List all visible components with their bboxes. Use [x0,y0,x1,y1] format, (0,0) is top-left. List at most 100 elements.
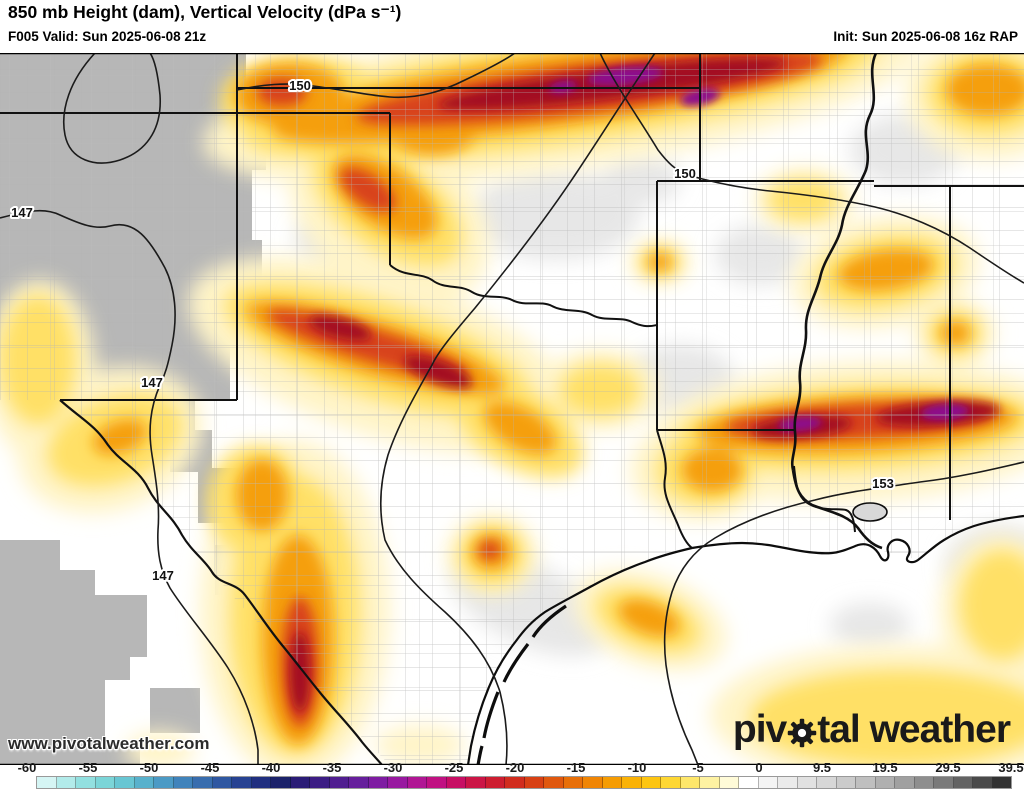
colorbar-cell [739,777,759,788]
colorbar-cells [36,776,1012,789]
colorbar-cell [232,777,252,788]
colorbar-cell [524,777,544,788]
colorbar-cell [992,777,1011,788]
colorbar-tick-label: -25 [444,760,464,775]
colorbar-cell [446,777,466,788]
watermark-url: www.pivotalweather.com [8,734,210,753]
contour-label: 150 [674,166,696,181]
colorbar-cell [797,777,817,788]
contour-label-group: 150 147 150 147 153 147 [9,76,896,585]
colorbar-cell [329,777,349,788]
colorbar-tick-label: -20 [505,760,525,775]
contour-label: 153 [872,476,894,491]
colorbar-cell [953,777,973,788]
colorbar-cell [251,777,271,788]
colorbar-tick-label: -60 [17,760,37,775]
contour-153 [663,461,1024,765]
colorbar-cell [290,777,310,788]
colorbar-cell [349,777,369,788]
contour-150-east [599,53,1024,284]
colorbar-cell [700,777,720,788]
colorbar-cell [193,777,213,788]
contour-label: 147 [141,375,163,390]
colorbar-cell [271,777,291,788]
contour-label: 150 [289,78,311,93]
colorbar-cell [485,777,505,788]
gear-icon [787,718,817,748]
init-time-label: Init: Sun 2025-06-08 16z RAP [833,29,1018,44]
mississippi-river [791,53,883,550]
colorbar-cell [719,777,739,788]
colorbar-cell [388,777,408,788]
logo-text-suffix: tal weather [817,708,1011,751]
lake-pontchartrain [852,502,888,522]
weather-map-canvas: 150 147 150 147 153 147 [0,53,1024,765]
colorbar-cell [622,777,642,788]
rio-grande-border [59,399,383,765]
colorbar-cell [173,777,193,788]
contour-147-loop [63,53,161,164]
colorbar-cell [661,777,681,788]
colorbar-cell [115,777,135,788]
colorbar-cell [544,777,564,788]
colorbar-tick-label: -30 [383,760,403,775]
colorbar-tick-label: 9.5 [812,760,832,775]
colorbar-tick-label: -55 [78,760,98,775]
logo-text-prefix: piv [732,708,787,751]
colorbar-cell [563,777,583,788]
colorbar-tick-label: 19.5 [872,760,898,775]
colorbar-cell [973,777,993,788]
contour-147-main [0,209,259,765]
colorbar-cell [368,777,388,788]
colorbar-cell [836,777,856,788]
contour-label: 147 [11,205,33,220]
colorbar-cell [37,777,57,788]
colorbar-cell [817,777,837,788]
height-contours [0,53,1024,765]
colorbar-cell [466,777,486,788]
colorbar-cell [134,777,154,788]
colorbar-cell [427,777,447,788]
contour-label: 147 [152,568,174,583]
colorbar-tick-label: -35 [322,760,342,775]
colorbar-cell [914,777,934,788]
colorbar-tick-label: -50 [139,760,159,775]
sabine-border [656,429,693,549]
colorbar-tick-label: -15 [566,760,586,775]
colorbar-cell [680,777,700,788]
colorbar-cell [56,777,76,788]
colorbar-cell [934,777,954,788]
colorbar-cell [212,777,232,788]
colorbar-tick-label: 29.5 [935,760,961,775]
colorbar-tick-label: -5 [692,760,704,775]
colorbar-cell [641,777,661,788]
colorbar-cell [407,777,427,788]
colorbar-cell [856,777,876,788]
page-title: 850 mb Height (dam), Vertical Velocity (… [8,2,402,22]
colorbar-cell [95,777,115,788]
valid-time-label: F005 Valid: Sun 2025-06-08 21z [8,29,207,44]
weather-map: 150 147 150 147 153 147 [0,53,1024,765]
colorbar-tick-label: 0 [755,760,763,775]
colorbar-cell [154,777,174,788]
colorbar-cell [602,777,622,788]
colorbar-cell [76,777,96,788]
colorbar-cell [505,777,525,788]
contour-150-central [379,53,656,765]
red-river-border [389,264,658,328]
colorbar-tick-labels: -60 -55 -50 -45 -40 -35 -30 -25 -20 -15 -10 -5 0 9.5 1… [0,760,1024,775]
colorbar-tick-label: -45 [200,760,220,775]
state-borders [0,53,1024,549]
coastline [466,502,1024,765]
colorbar-cell [778,777,798,788]
colorbar-cell [583,777,603,788]
colorbar-tick-label: -10 [627,760,647,775]
colorbar-cell [310,777,330,788]
colorbar-cell [875,777,895,788]
colorbar-tick-label: -40 [261,760,281,775]
pivotalweather-logo: piv tal weather [732,708,1011,752]
colorbar-cell [758,777,778,788]
colorbar-tick-label: 39.5 [998,760,1024,775]
contour-150-west [236,53,516,99]
